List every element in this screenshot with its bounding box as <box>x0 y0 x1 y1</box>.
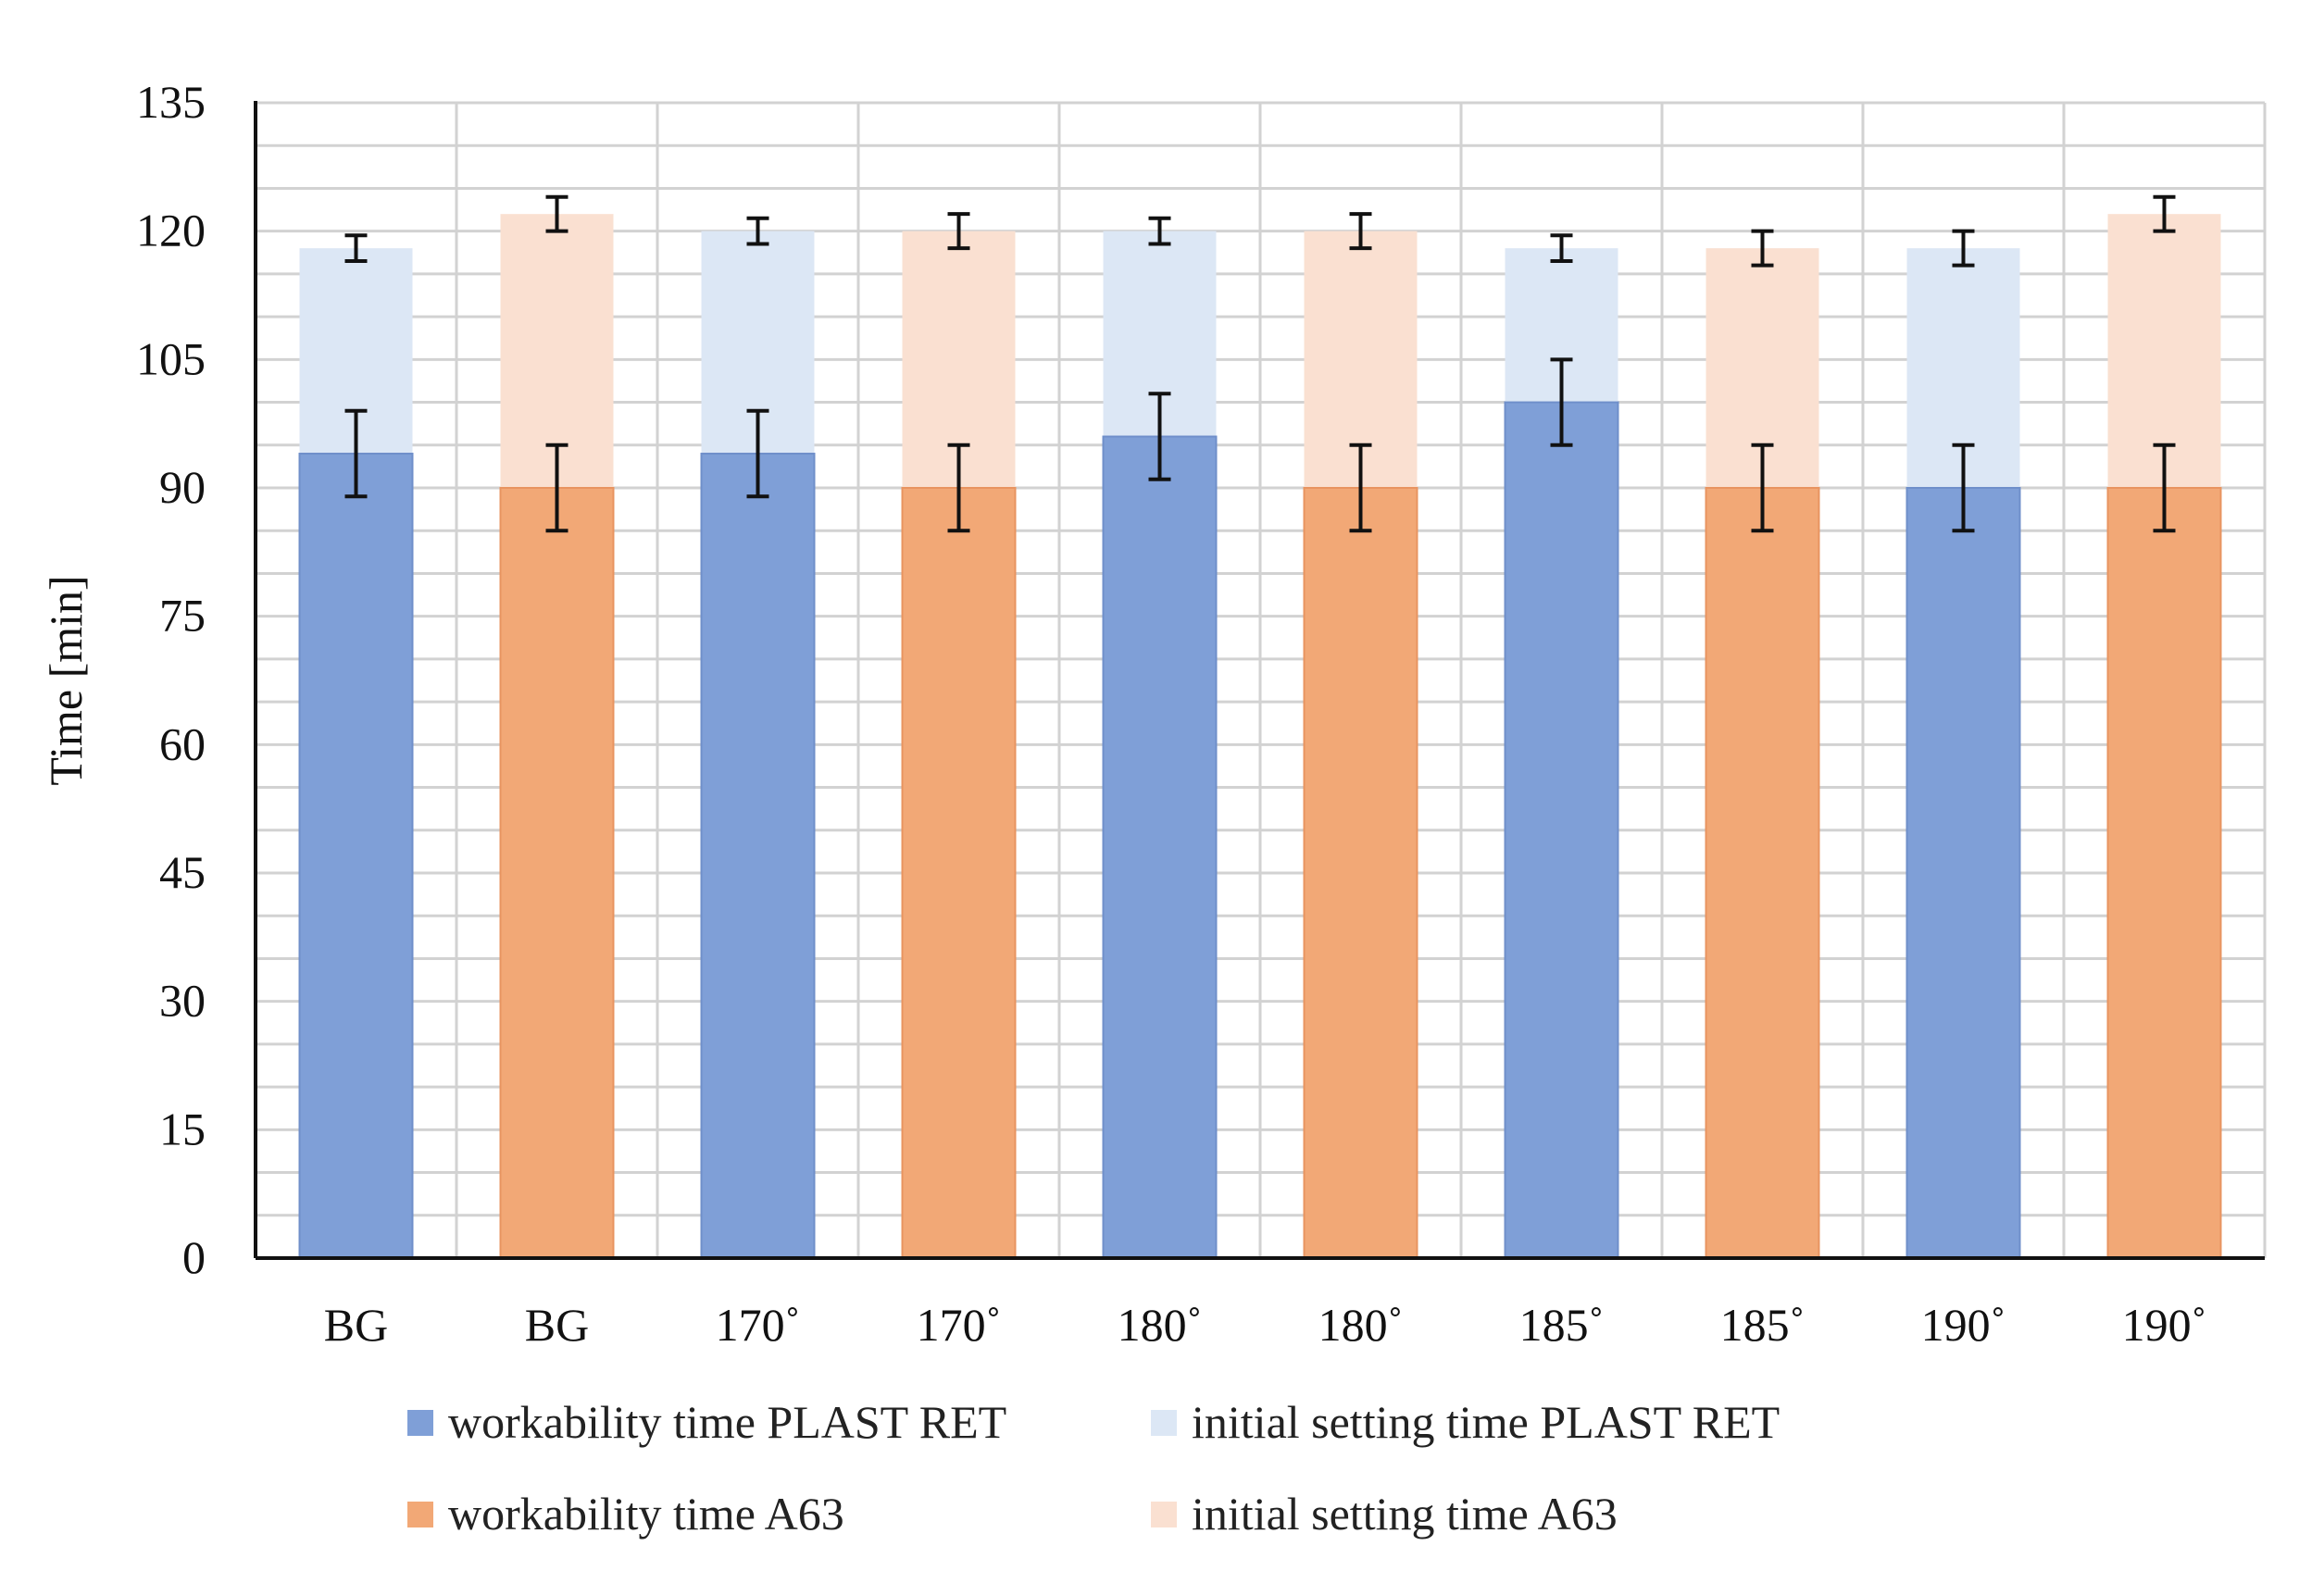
errorbar-workability <box>344 408 368 499</box>
legend-item: initial setting time A63 <box>1151 1488 1618 1540</box>
legend-item: workability time PLAST RET <box>407 1396 1006 1448</box>
bars <box>298 214 2222 1259</box>
legend-swatch <box>1151 1502 1177 1527</box>
errorbar-initial-setting <box>1148 216 1171 246</box>
legend-item: initial setting time PLAST RET <box>1151 1396 1780 1448</box>
legend-label: workability time PLAST RET <box>448 1396 1006 1448</box>
bar-workability <box>2106 487 2222 1259</box>
errorbar-workability <box>746 408 769 499</box>
bar-workability <box>901 487 1017 1259</box>
errorbar-initial-setting <box>947 212 970 251</box>
y-axis-title: Time [min] <box>40 575 92 785</box>
y-tick-label: 30 <box>159 975 206 1027</box>
y-tick-label: 90 <box>159 461 206 513</box>
errorbar-workability <box>1148 392 1171 481</box>
bar-initial-setting <box>500 214 614 488</box>
y-tick-label: 15 <box>159 1103 206 1154</box>
errorbar-workability <box>1751 443 1774 533</box>
legend-item: workability time A63 <box>407 1488 844 1540</box>
bar-workability <box>499 487 615 1259</box>
errorbar-workability <box>1952 443 1975 533</box>
y-tick-label: 60 <box>159 717 206 769</box>
y-tick-label: 120 <box>136 205 206 256</box>
legend-label: initial setting time PLAST RET <box>1192 1396 1780 1448</box>
x-tick-label: 185˚ <box>1519 1299 1605 1351</box>
errorbar-workability <box>1349 443 1372 533</box>
errorbar-initial-setting <box>746 216 769 246</box>
bar-workability <box>1303 487 1418 1259</box>
errorbar-initial-setting <box>344 233 368 264</box>
error-bars <box>344 194 2176 533</box>
bar-workability <box>298 453 414 1259</box>
legend-swatch <box>407 1410 433 1436</box>
y-tick-label: 135 <box>136 76 206 128</box>
legend-label: workability time A63 <box>448 1488 844 1540</box>
x-tick-label: 180˚ <box>1118 1299 1203 1351</box>
errorbar-initial-setting <box>2153 194 2176 233</box>
x-tick-label: 190˚ <box>1921 1299 2006 1351</box>
legend-label: initial setting time A63 <box>1192 1488 1618 1540</box>
bar-workability <box>700 453 816 1259</box>
legend-swatch <box>407 1502 433 1527</box>
x-tick-labels: BG BG 170˚ 170˚ 180˚ 180˚ 185˚ 185˚ 190˚ 190˚ <box>324 1299 2207 1351</box>
errorbar-initial-setting <box>1550 233 1573 264</box>
bar-initial-setting <box>2107 214 2221 488</box>
errorbar-initial-setting <box>1751 229 1774 268</box>
x-tick-label: 170˚ <box>716 1299 801 1351</box>
y-tick-label: 75 <box>159 590 206 642</box>
x-tick-label: 170˚ <box>917 1299 1002 1351</box>
bar-workability <box>1102 435 1218 1259</box>
x-tick-label: 185˚ <box>1720 1299 1805 1351</box>
y-tick-label: 105 <box>136 332 206 384</box>
bar-workability <box>1504 401 1619 1259</box>
x-tick-label: 180˚ <box>1318 1299 1404 1351</box>
bar-workability <box>1905 487 2021 1259</box>
axes <box>254 101 2265 1260</box>
legend-swatch <box>1151 1410 1177 1436</box>
errorbar-initial-setting <box>545 194 569 233</box>
x-tick-label: 190˚ <box>2122 1299 2207 1351</box>
x-tick-label: BG <box>525 1299 589 1351</box>
errorbar-workability <box>545 443 569 533</box>
errorbar-workability <box>2153 443 2176 533</box>
errorbar-workability <box>1550 357 1573 447</box>
errorbar-initial-setting <box>1952 229 1975 268</box>
legend: workability time PLAST RET initial settin… <box>407 1396 1780 1540</box>
y-tick-label: 0 <box>182 1231 206 1283</box>
bar-workability <box>1705 487 1820 1259</box>
errorbar-workability <box>947 443 970 533</box>
x-tick-label: BG <box>324 1299 388 1351</box>
y-tick-labels: 0 15 30 45 60 75 90 105 120 135 <box>136 76 206 1283</box>
y-tick-label: 45 <box>159 846 206 898</box>
errorbar-initial-setting <box>1349 212 1372 251</box>
